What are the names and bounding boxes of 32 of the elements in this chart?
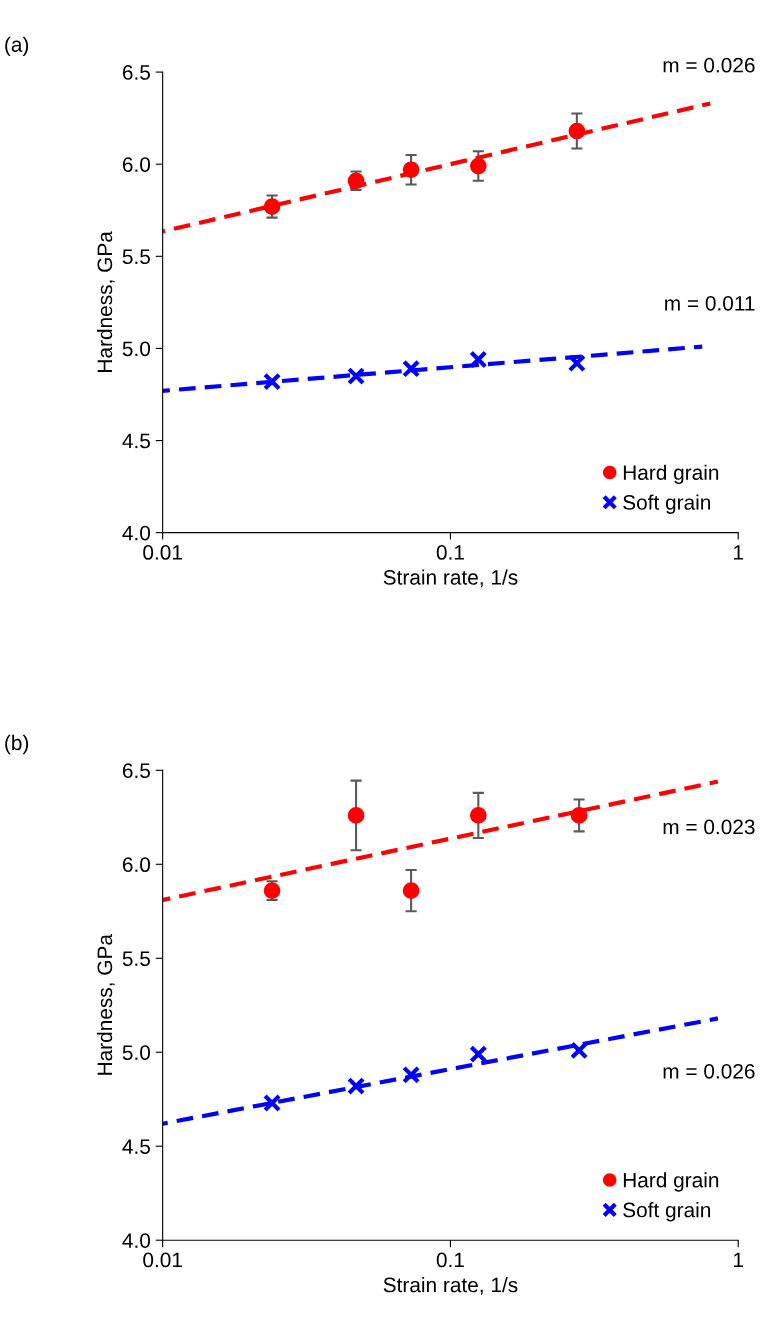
chart-title: (a) <box>5 36 29 57</box>
x-axis-title: Strain rate, 1/s <box>383 569 518 588</box>
y-tick-label: 4.5 <box>122 1139 150 1154</box>
y-tick-label: 6.5 <box>122 763 150 779</box>
annotation: m = 0.023 <box>663 819 755 835</box>
x-tick-label: 1 <box>734 1252 743 1268</box>
y-tick-label: 4.0 <box>122 525 151 541</box>
chart-title: (b) <box>5 734 29 755</box>
y-tick-label: 5.5 <box>122 249 150 265</box>
x-tick-label: 0.01 <box>143 1252 182 1268</box>
annotation: m = 0.026 <box>663 1063 755 1079</box>
x-tick-label: 0.01 <box>143 545 182 560</box>
x-tick-label: 0.1 <box>436 545 464 560</box>
y-tick-label: 4.5 <box>122 433 150 449</box>
x-tick-label: 1 <box>734 545 743 560</box>
legend-label: Hard grain <box>623 464 719 485</box>
y-tick-label: 4.0 <box>122 1233 151 1248</box>
y-tick-label: 6.0 <box>122 157 151 172</box>
y-tick-label: 5.0 <box>122 341 151 357</box>
y-axis-title: Hardness, GPa <box>96 231 115 372</box>
annotation: m = 0.026 <box>663 57 755 73</box>
y-tick-label: 6.5 <box>122 65 150 80</box>
legend-label: Soft grain <box>623 1202 711 1222</box>
y-tick-label: 5.5 <box>122 951 150 967</box>
y-axis-title: Hardness, GPa <box>96 934 115 1075</box>
legend-label: Hard grain <box>623 1172 719 1192</box>
x-axis-title: Strain rate, 1/s <box>383 1277 518 1295</box>
y-tick-label: 6.0 <box>122 857 151 873</box>
legend-label: Soft grain <box>623 494 711 514</box>
y-tick-label: 5.0 <box>122 1045 151 1060</box>
x-tick-label: 0.1 <box>436 1252 464 1268</box>
annotation: m = 0.011 <box>665 295 755 311</box>
